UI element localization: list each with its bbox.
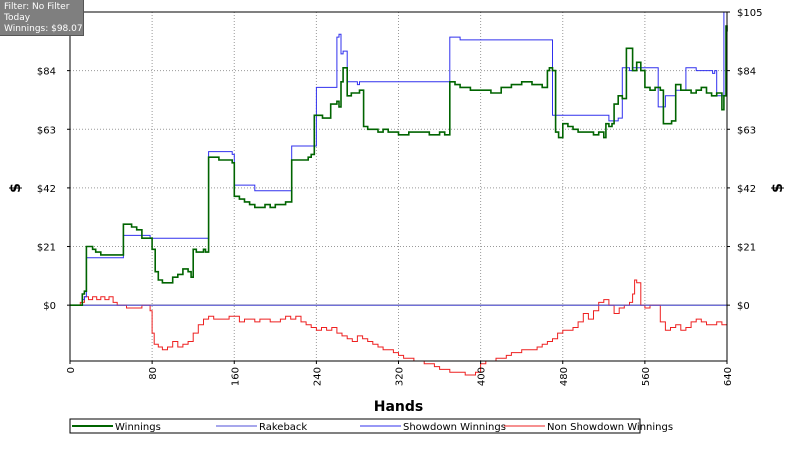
y-tick-label-right: $84 [737, 67, 756, 78]
winnings-legend-label: Winnings [115, 422, 161, 433]
legend-box [69, 418, 641, 434]
x-tick-label: 0 [66, 367, 77, 373]
x-tick-label: 400 [477, 367, 488, 386]
x-tick-label: 320 [395, 367, 406, 386]
y-tick-label-right: $0 [737, 301, 750, 312]
x-tick-label: 160 [230, 367, 241, 386]
y-tick-label-right: $105 [737, 8, 762, 19]
y-axis-title-right: $ [770, 183, 786, 193]
y-tick-label-left: $84 [37, 67, 56, 78]
non-showdown-winnings-line [70, 279, 728, 376]
y-tick-label-left: $42 [37, 184, 56, 195]
x-tick-label: 560 [641, 367, 652, 386]
y-tick-label-right: $42 [737, 184, 756, 195]
y-tick-label-right: $21 [737, 243, 756, 254]
non-showdown-winnings-legend-label: Non Showdown Winnings [547, 422, 673, 433]
winnings-total: Winnings: $98.07 [4, 24, 83, 34]
y-tick-label-left: $0 [43, 301, 56, 312]
series-layer [70, 11, 728, 376]
x-tick-label: 640 [723, 367, 734, 386]
period-label: Today [4, 13, 31, 23]
x-tick-label: 80 [148, 367, 159, 380]
winnings-line [70, 25, 728, 306]
y-tick-label-left: $63 [37, 125, 56, 136]
axes: $0 $0 $21 $21 $42 $42 $63 $63 $84 $84 $105 0 80 160 24… [8, 8, 786, 415]
x-tick-label: 240 [312, 367, 323, 386]
x-tick-label: 480 [559, 367, 570, 386]
y-axis-title-left: $ [8, 183, 24, 193]
y-tick-label-left: $21 [37, 243, 56, 254]
filter-info-box: Filter: No Filter Today Winnings: $98.07 [0, 0, 84, 36]
showdown-winnings-legend-label: Showdown Winnings [403, 422, 506, 433]
x-axis-title: Hands [374, 399, 424, 415]
y-tick-label-right: $63 [737, 125, 756, 136]
filter-label: Filter: No Filter [4, 2, 70, 12]
legend: Winnings Rakeback Showdown Winnings Non Sho… [69, 418, 673, 434]
grid-lines [70, 12, 727, 361]
rakeback-legend-label: Rakeback [259, 422, 307, 433]
